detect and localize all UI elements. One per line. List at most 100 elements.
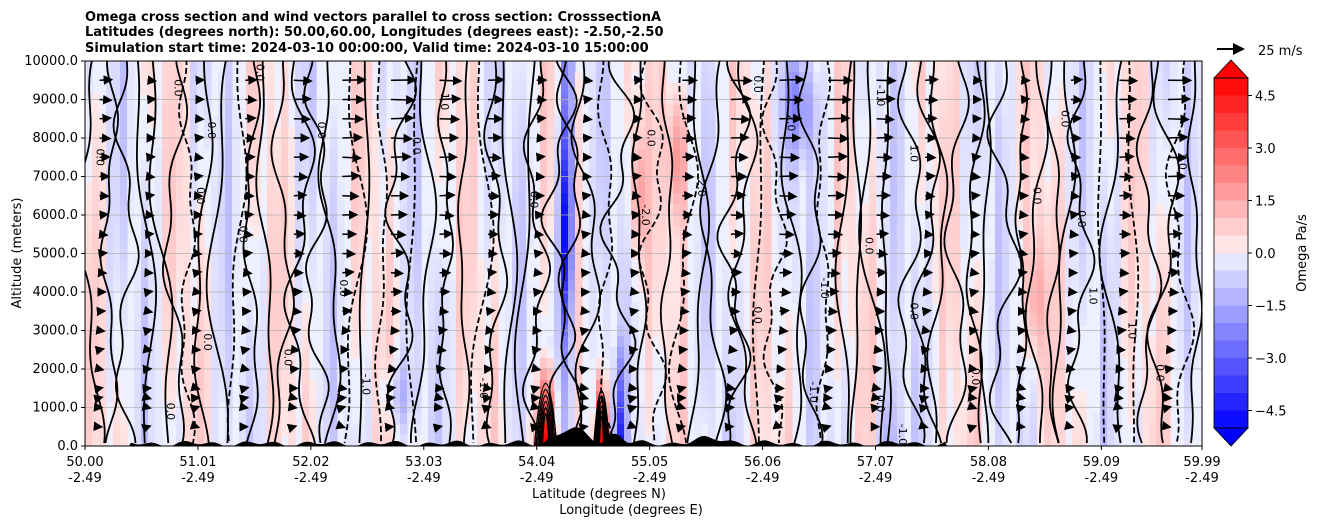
omega-fill-cell <box>1135 435 1143 446</box>
wind-vector <box>439 210 455 221</box>
omega-fill-cell <box>435 72 443 84</box>
omega-fill-cell <box>155 413 163 425</box>
omega-fill-cell <box>995 281 1003 293</box>
omega-fill-cell <box>701 127 709 139</box>
omega-fill-cell <box>666 83 674 95</box>
omega-fill-cell <box>638 204 646 216</box>
omega-fill-cell <box>99 292 107 304</box>
omega-fill-cell <box>1163 391 1171 403</box>
omega-fill-cell <box>176 435 184 446</box>
omega-fill-cell <box>197 358 205 370</box>
omega-fill-cell <box>519 369 527 381</box>
omega-fill-cell <box>393 303 401 315</box>
omega-fill-cell <box>456 138 464 150</box>
omega-fill-cell <box>169 116 177 128</box>
omega-fill-cell <box>498 424 506 436</box>
omega-fill-cell <box>379 105 387 117</box>
omega-fill-cell <box>897 61 905 73</box>
omega-fill-cell <box>1121 314 1129 326</box>
omega-fill-cell <box>176 149 184 161</box>
omega-fill-cell <box>106 281 114 293</box>
omega-fill-cell <box>988 358 996 370</box>
omega-contour-line <box>1186 61 1202 444</box>
wind-vector <box>488 171 502 182</box>
omega-fill-cell <box>225 138 233 150</box>
omega-fill-cell <box>974 369 982 381</box>
omega-fill-cell <box>302 391 310 403</box>
wind-vector <box>583 75 594 85</box>
omega-fill-cell <box>379 116 387 128</box>
omega-fill-cell <box>960 237 968 249</box>
omega-fill-cell <box>848 204 856 216</box>
omega-fill-cell <box>624 281 632 293</box>
wind-vector <box>93 384 105 394</box>
omega-fill-cell <box>995 182 1003 194</box>
omega-fill-cell <box>694 358 702 370</box>
omega-fill-cell <box>568 391 576 403</box>
omega-fill-cell <box>967 105 975 117</box>
omega-fill-cell <box>1149 149 1157 161</box>
omega-fill-cell <box>603 72 611 84</box>
omega-fill-cell <box>99 138 107 150</box>
omega-fill-cell <box>211 281 219 293</box>
omega-fill-cell <box>883 358 891 370</box>
y-tick-label: 7000.0 <box>33 170 79 185</box>
omega-fill-cell <box>246 215 254 227</box>
omega-fill-cell <box>260 358 268 370</box>
omega-fill-cell <box>785 116 793 128</box>
omega-fill-cell <box>1065 347 1073 359</box>
omega-fill-cell <box>295 116 303 128</box>
omega-fill-cell <box>1037 204 1045 216</box>
omega-fill-cell <box>414 413 422 425</box>
omega-fill-cell <box>624 237 632 249</box>
omega-fill-cell <box>827 435 835 446</box>
omega-fill-cell <box>211 380 219 392</box>
omega-fill-cell <box>1009 270 1017 282</box>
omega-fill-cell <box>113 237 121 249</box>
omega-fill-cell <box>659 270 667 282</box>
omega-fill-cell <box>386 226 394 238</box>
omega-fill-cell <box>435 292 443 304</box>
omega-fill-cell <box>1107 281 1115 293</box>
omega-fill-cell <box>722 336 730 348</box>
omega-fill-cell <box>666 281 674 293</box>
omega-fill-cell <box>141 193 149 205</box>
omega-fill-cell <box>1023 424 1031 436</box>
omega-fill-cell <box>939 391 947 403</box>
omega-fill-cell <box>267 303 275 315</box>
wind-vector <box>680 287 691 297</box>
omega-fill-cell <box>890 83 898 95</box>
omega-fill-cell <box>1142 116 1150 128</box>
omega-fill-cell <box>764 83 772 95</box>
wind-vector <box>342 306 353 316</box>
contour-label: -1.0 <box>818 277 831 298</box>
omega-fill-cell <box>120 303 128 315</box>
omega-fill-cell <box>302 314 310 326</box>
omega-fill-cell <box>1037 83 1045 95</box>
omega-fill-cell <box>1072 435 1080 446</box>
omega-fill-cell <box>169 149 177 161</box>
omega-fill-cell <box>225 347 233 359</box>
omega-fill-cell <box>1100 226 1108 238</box>
omega-fill-cell <box>1121 116 1129 128</box>
omega-fill-cell <box>274 193 282 205</box>
omega-fill-cell <box>162 292 170 304</box>
omega-fill-cell <box>323 182 331 194</box>
omega-fill-cell <box>617 413 625 425</box>
omega-fill-cell <box>477 347 485 359</box>
omega-contour-line <box>555 61 584 444</box>
omega-fill-cell <box>183 160 191 172</box>
omega-fill-cell <box>1058 149 1066 161</box>
contour-label: 0.0 <box>410 137 423 155</box>
wind-vector <box>874 325 885 336</box>
omega-fill-cell <box>652 292 660 304</box>
omega-fill-cell <box>722 413 730 425</box>
omega-fill-cell <box>1135 138 1143 150</box>
omega-fill-cell <box>897 127 905 139</box>
omega-fill-cell <box>855 413 863 425</box>
omega-fill-cell <box>274 138 282 150</box>
omega-fill-cell <box>211 215 219 227</box>
omega-fill-cell <box>120 182 128 194</box>
omega-fill-cell <box>792 193 800 205</box>
